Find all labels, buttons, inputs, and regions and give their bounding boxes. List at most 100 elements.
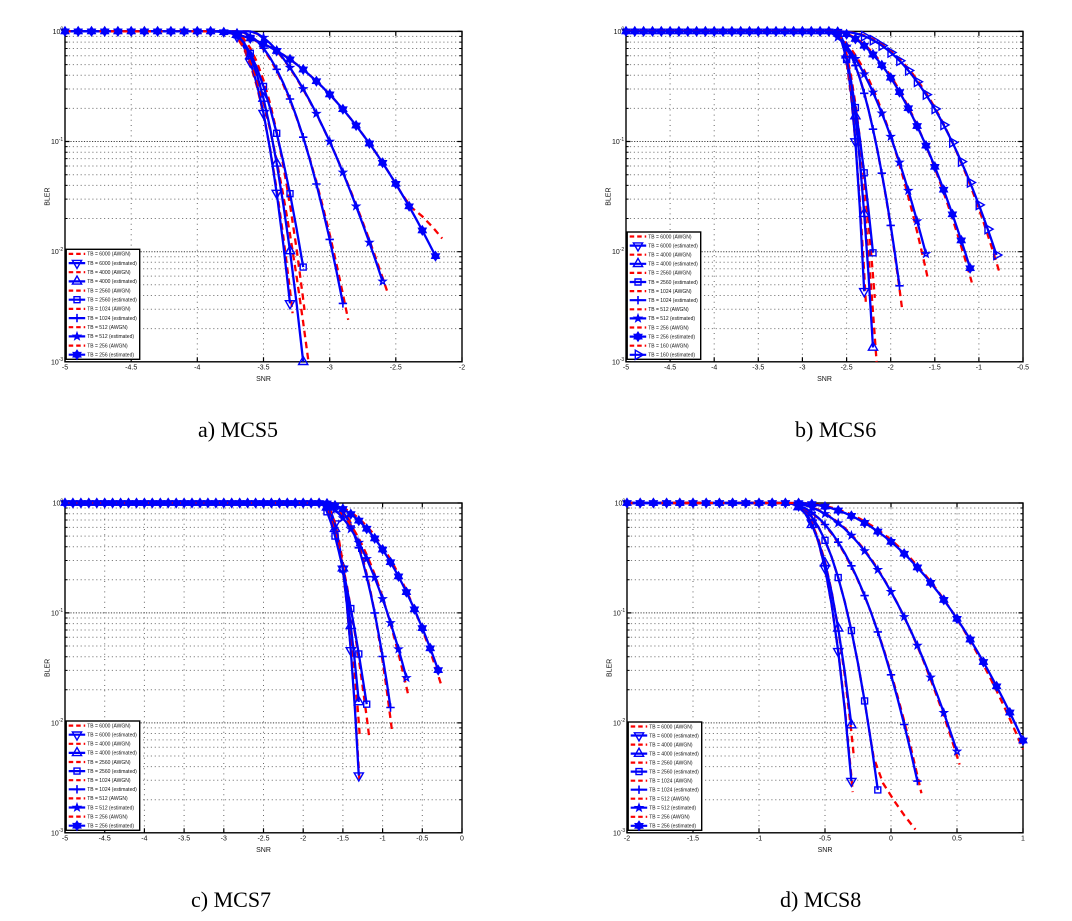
svg-text:TB = 1024 (estimated): TB = 1024 (estimated) xyxy=(87,787,137,793)
svg-text:TB = 512 (AWGN): TB = 512 (AWGN) xyxy=(649,797,690,803)
svg-text:10-2: 10-2 xyxy=(51,247,63,256)
svg-text:-3: -3 xyxy=(799,364,805,371)
svg-text:b) MCS6: b) MCS6 xyxy=(795,417,876,442)
svg-text:TB = 6000 (AWGN): TB = 6000 (AWGN) xyxy=(648,234,692,240)
svg-text:TB = 6000 (estimated): TB = 6000 (estimated) xyxy=(87,261,137,267)
svg-text:TB = 256 (estimated): TB = 256 (estimated) xyxy=(87,824,134,830)
svg-text:TB = 2560 (estimated): TB = 2560 (estimated) xyxy=(648,280,698,286)
svg-text:10-1: 10-1 xyxy=(613,608,625,617)
svg-text:-3: -3 xyxy=(221,835,227,842)
svg-text:-1: -1 xyxy=(976,364,982,371)
svg-text:TB = 160 (estimated): TB = 160 (estimated) xyxy=(648,353,695,359)
svg-text:TB = 2560 (estimated): TB = 2560 (estimated) xyxy=(87,298,137,304)
svg-text:-4: -4 xyxy=(711,364,717,371)
svg-text:-4.5: -4.5 xyxy=(125,364,137,371)
svg-text:10-1: 10-1 xyxy=(51,137,63,146)
svg-text:-0.5: -0.5 xyxy=(416,835,428,842)
svg-text:10-3: 10-3 xyxy=(51,357,63,366)
svg-text:TB = 1024 (AWGN): TB = 1024 (AWGN) xyxy=(649,779,693,785)
svg-text:10-3: 10-3 xyxy=(51,828,63,837)
svg-text:TB = 6000 (estimated): TB = 6000 (estimated) xyxy=(87,733,137,739)
svg-text:TB = 512 (AWGN): TB = 512 (AWGN) xyxy=(648,307,689,313)
svg-text:TB = 4000 (estimated): TB = 4000 (estimated) xyxy=(648,262,698,268)
svg-text:10-3: 10-3 xyxy=(613,828,625,837)
svg-text:TB = 4000 (AWGN): TB = 4000 (AWGN) xyxy=(87,742,131,748)
svg-text:TB = 1024 (estimated): TB = 1024 (estimated) xyxy=(648,298,698,304)
svg-text:-1.5: -1.5 xyxy=(687,835,699,842)
svg-text:100: 100 xyxy=(53,27,64,36)
svg-text:TB = 4000 (estimated): TB = 4000 (estimated) xyxy=(87,751,137,757)
svg-text:TB = 1024 (AWGN): TB = 1024 (AWGN) xyxy=(648,289,692,295)
svg-text:-4.5: -4.5 xyxy=(664,364,676,371)
svg-text:-0.5: -0.5 xyxy=(1017,364,1029,371)
svg-text:-3.5: -3.5 xyxy=(752,364,764,371)
svg-text:TB = 256 (AWGN): TB = 256 (AWGN) xyxy=(649,815,690,821)
svg-text:-2.5: -2.5 xyxy=(257,835,269,842)
svg-text:a) MCS5: a) MCS5 xyxy=(198,417,278,442)
svg-text:-1: -1 xyxy=(756,835,762,842)
svg-text:-1: -1 xyxy=(379,835,385,842)
svg-text:-2: -2 xyxy=(888,364,894,371)
svg-text:TB = 6000 (AWGN): TB = 6000 (AWGN) xyxy=(87,252,131,258)
svg-text:TB = 512 (estimated): TB = 512 (estimated) xyxy=(87,334,134,340)
svg-text:TB = 2560 (AWGN): TB = 2560 (AWGN) xyxy=(648,271,692,277)
svg-text:-4: -4 xyxy=(141,835,147,842)
svg-text:TB = 6000 (estimated): TB = 6000 (estimated) xyxy=(649,733,699,739)
svg-text:SNR: SNR xyxy=(817,376,832,383)
svg-text:TB = 2560 (AWGN): TB = 2560 (AWGN) xyxy=(87,288,131,294)
svg-text:TB = 256 (estimated): TB = 256 (estimated) xyxy=(648,334,695,340)
svg-text:-3.5: -3.5 xyxy=(178,835,190,842)
svg-text:TB = 512 (estimated): TB = 512 (estimated) xyxy=(648,316,695,322)
svg-text:-3: -3 xyxy=(327,364,333,371)
svg-text:10-1: 10-1 xyxy=(612,137,624,146)
svg-text:-4.5: -4.5 xyxy=(99,835,111,842)
svg-text:TB = 512 (AWGN): TB = 512 (AWGN) xyxy=(87,796,128,802)
svg-text:TB = 4000 (AWGN): TB = 4000 (AWGN) xyxy=(649,742,693,748)
svg-text:-2.5: -2.5 xyxy=(841,364,853,371)
svg-text:d) MCS8: d) MCS8 xyxy=(780,887,861,912)
svg-text:10-2: 10-2 xyxy=(613,718,625,727)
svg-text:TB = 2560 (AWGN): TB = 2560 (AWGN) xyxy=(87,760,131,766)
svg-text:100: 100 xyxy=(615,498,626,507)
svg-text:-2: -2 xyxy=(624,835,630,842)
svg-text:-5: -5 xyxy=(623,364,629,371)
svg-text:1: 1 xyxy=(1021,835,1025,842)
svg-text:BLER: BLER xyxy=(45,187,52,205)
svg-text:SNR: SNR xyxy=(818,847,833,854)
svg-text:0.5: 0.5 xyxy=(952,835,962,842)
svg-text:100: 100 xyxy=(53,498,64,507)
svg-text:TB = 512 (estimated): TB = 512 (estimated) xyxy=(649,806,696,812)
svg-text:BLER: BLER xyxy=(45,659,52,677)
svg-text:TB = 1024 (AWGN): TB = 1024 (AWGN) xyxy=(87,307,131,313)
svg-text:TB = 512 (AWGN): TB = 512 (AWGN) xyxy=(87,325,128,331)
svg-text:-1.5: -1.5 xyxy=(929,364,941,371)
svg-text:TB = 6000 (estimated): TB = 6000 (estimated) xyxy=(648,243,698,249)
svg-text:SNR: SNR xyxy=(256,376,271,383)
svg-text:BLER: BLER xyxy=(607,659,614,677)
svg-text:-4: -4 xyxy=(194,364,200,371)
svg-text:-3.5: -3.5 xyxy=(257,364,269,371)
svg-text:TB = 2560 (AWGN): TB = 2560 (AWGN) xyxy=(649,760,693,766)
svg-text:TB = 6000 (AWGN): TB = 6000 (AWGN) xyxy=(87,723,131,729)
svg-text:-2: -2 xyxy=(300,835,306,842)
svg-text:BLER: BLER xyxy=(606,187,613,205)
svg-text:10-2: 10-2 xyxy=(612,247,624,256)
svg-text:c) MCS7: c) MCS7 xyxy=(191,887,271,912)
svg-text:TB = 1024 (estimated): TB = 1024 (estimated) xyxy=(649,788,699,794)
svg-text:-1.5: -1.5 xyxy=(337,835,349,842)
svg-text:10-1: 10-1 xyxy=(51,608,63,617)
svg-text:TB = 512 (estimated): TB = 512 (estimated) xyxy=(87,805,134,811)
svg-text:TB = 256 (AWGN): TB = 256 (AWGN) xyxy=(87,814,128,820)
svg-text:-5: -5 xyxy=(62,364,68,371)
svg-text:TB = 4000 (estimated): TB = 4000 (estimated) xyxy=(87,279,137,285)
svg-text:TB = 6000 (AWGN): TB = 6000 (AWGN) xyxy=(649,724,693,730)
svg-text:TB = 4000 (AWGN): TB = 4000 (AWGN) xyxy=(648,253,692,259)
svg-text:10-3: 10-3 xyxy=(612,357,624,366)
svg-text:TB = 256 (AWGN): TB = 256 (AWGN) xyxy=(87,343,128,349)
svg-text:TB = 2560 (estimated): TB = 2560 (estimated) xyxy=(649,769,699,775)
svg-text:TB = 160 (AWGN): TB = 160 (AWGN) xyxy=(648,344,689,350)
svg-text:TB = 256 (estimated): TB = 256 (estimated) xyxy=(87,353,134,359)
svg-text:TB = 2560 (estimated): TB = 2560 (estimated) xyxy=(87,769,137,775)
svg-text:100: 100 xyxy=(614,27,625,36)
svg-text:TB = 1024 (estimated): TB = 1024 (estimated) xyxy=(87,316,137,322)
